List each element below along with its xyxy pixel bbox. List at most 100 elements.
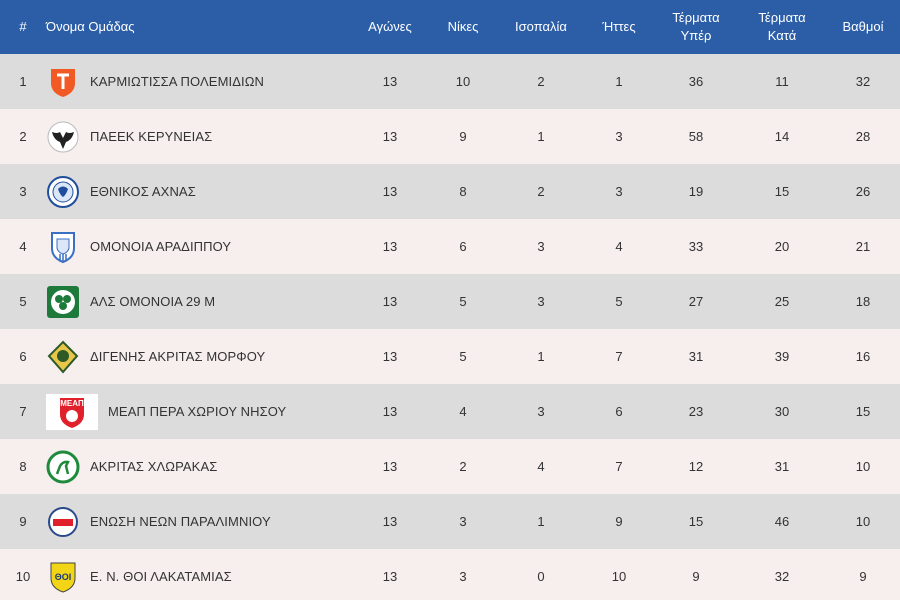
- team-name[interactable]: ΜΕΑΠ ΠΕΡΑ ΧΩΡΙΟΥ ΝΗΣΟΥ: [108, 404, 287, 419]
- row-losses: 1: [615, 74, 623, 89]
- table-row[interactable]: 4 ΟΜΟΝΟΙΑ ΑΡΑΔΙΠΠΟΥ 13 6 3 4 33 20 21: [0, 219, 900, 274]
- row-played: 13: [382, 404, 398, 419]
- table-row[interactable]: 2 ΠΑΕΕΚ ΚΕΡΥΝΕΙΑΣ 13 9 1 3 58 14 28: [0, 109, 900, 164]
- row-goals-for: 58: [688, 129, 704, 144]
- team-name[interactable]: ΕΝΩΣΗ ΝΕΩΝ ΠΑΡΑΛΙΜΝΙΟΥ: [90, 514, 271, 529]
- team-name[interactable]: Ε. Ν. ΘΟΙ ΛΑΚΑΤΑΜΙΑΣ: [90, 569, 232, 584]
- header-played: Αγώνες: [368, 19, 412, 34]
- header-goals-for-line2: Υπέρ: [680, 28, 712, 43]
- svg-text:ΜΕΑΠ: ΜΕΑΠ: [60, 399, 84, 408]
- row-position: 4: [19, 239, 27, 254]
- table-row[interactable]: 9 ΕΝΩΣΗ ΝΕΩΝ ΠΑΡΑΛΙΜΝΙΟΥ 13 3 1 9 15 46 …: [0, 494, 900, 549]
- row-played: 13: [382, 294, 398, 309]
- row-played: 13: [382, 349, 398, 364]
- svg-text:ΘΟΙ: ΘΟΙ: [55, 572, 72, 582]
- row-goals-against: 32: [774, 569, 790, 584]
- row-team[interactable]: ΚΑΡΜΙΩΤΙΣΣΑ ΠΟΛΕΜΙΔΙΩΝ: [46, 54, 346, 109]
- row-position: 6: [19, 349, 27, 364]
- row-team[interactable]: ΑΚΡΙΤΑΣ ΧΛΩΡΑΚΑΣ: [46, 439, 346, 494]
- table-row[interactable]: 10 ΘΟΙ Ε. Ν. ΘΟΙ ΛΑΚΑΤΑΜΙΑΣ 13 3 0 10 9 …: [0, 549, 900, 600]
- row-points: 10: [855, 514, 871, 529]
- team-name[interactable]: ΕΘΝΙΚΟΣ ΑΧΝΑΣ: [90, 184, 196, 199]
- row-played: 13: [382, 239, 398, 254]
- table-row[interactable]: 5 ΑΛΣ ΟΜΟΝΟΙΑ 29 Μ 13 5 3 5 27 25 18: [0, 274, 900, 329]
- table-row[interactable]: 3 ΕΘΝΙΚΟΣ ΑΧΝΑΣ 13 8 2 3 19 15 26: [0, 164, 900, 219]
- row-points: 16: [855, 349, 871, 364]
- row-team[interactable]: ΘΟΙ Ε. Ν. ΘΟΙ ΛΑΚΑΤΑΜΙΑΣ: [46, 549, 346, 600]
- row-losses: 7: [615, 459, 623, 474]
- row-draws: 2: [537, 74, 545, 89]
- header-position: #: [19, 19, 27, 34]
- row-losses: 6: [615, 404, 623, 419]
- team-name[interactable]: ΔΙΓΕΝΗΣ ΑΚΡΙΤΑΣ ΜΟΡΦΟΥ: [90, 349, 266, 364]
- row-wins: 4: [459, 404, 467, 419]
- team-name[interactable]: ΚΑΡΜΙΩΤΙΣΣΑ ΠΟΛΕΜΙΔΙΩΝ: [90, 74, 265, 89]
- row-losses: 5: [615, 294, 623, 309]
- row-goals-against: 46: [774, 514, 790, 529]
- row-goals-against: 30: [774, 404, 790, 419]
- team-name[interactable]: ΠΑΕΕΚ ΚΕΡΥΝΕΙΑΣ: [90, 129, 213, 144]
- row-team[interactable]: ΠΑΕΕΚ ΚΕΡΥΝΕΙΑΣ: [46, 109, 346, 164]
- team-name[interactable]: ΟΜΟΝΟΙΑ ΑΡΑΔΙΠΠΟΥ: [90, 239, 232, 254]
- table-row[interactable]: 6 ΔΙΓΕΝΗΣ ΑΚΡΙΤΑΣ ΜΟΡΦΟΥ 13 5 1 7 31 39 …: [0, 329, 900, 384]
- row-points: 28: [855, 129, 871, 144]
- row-team[interactable]: ΑΛΣ ΟΜΟΝΟΙΑ 29 Μ: [46, 274, 346, 329]
- row-wins: 9: [459, 129, 467, 144]
- row-played: 13: [382, 459, 398, 474]
- row-wins: 6: [459, 239, 467, 254]
- clover-crest-icon: [46, 285, 80, 319]
- header-points: Βαθμοί: [842, 19, 884, 34]
- row-played: 13: [382, 514, 398, 529]
- row-team[interactable]: ΟΜΟΝΟΙΑ ΑΡΑΔΙΠΠΟΥ: [46, 219, 346, 274]
- row-wins: 5: [459, 294, 467, 309]
- row-goals-against: 39: [774, 349, 790, 364]
- row-team[interactable]: ΜΕΑΠ ΜΕΑΠ ΠΕΡΑ ΧΩΡΙΟΥ ΝΗΣΟΥ: [46, 384, 346, 439]
- header-draws: Ισοπαλία: [515, 19, 567, 34]
- enp-crest-icon: [46, 505, 80, 539]
- header-losses: Ήττες: [602, 19, 636, 34]
- row-position: 9: [19, 514, 27, 529]
- team-name[interactable]: ΑΚΡΙΤΑΣ ΧΛΩΡΑΚΑΣ: [90, 459, 218, 474]
- row-played: 13: [382, 129, 398, 144]
- row-points: 10: [855, 459, 871, 474]
- row-draws: 1: [537, 349, 545, 364]
- row-goals-against: 31: [774, 459, 790, 474]
- row-goals-for: 23: [688, 404, 704, 419]
- row-draws: 3: [537, 294, 545, 309]
- row-goals-against: 11: [775, 74, 789, 89]
- thoi-crest-icon: ΘΟΙ: [46, 560, 80, 594]
- row-draws: 2: [537, 184, 545, 199]
- row-goals-for: 27: [688, 294, 704, 309]
- header-goals-against: Τέρματα Κατά: [738, 0, 826, 54]
- table-header: # Όνομα Ομάδας Αγώνες Νίκες Ισοπαλία Ήττ…: [0, 0, 900, 54]
- row-position: 8: [19, 459, 27, 474]
- table-row[interactable]: 1 ΚΑΡΜΙΩΤΙΣΣΑ ΠΟΛΕΜΙΔΙΩΝ 13 10 2 1 36 11…: [0, 54, 900, 109]
- row-goals-for: 9: [692, 569, 700, 584]
- header-goals-for-line1: Τέρματα: [672, 10, 720, 25]
- row-draws: 3: [537, 404, 545, 419]
- row-wins: 10: [455, 74, 471, 89]
- header-team-name: Όνομα Ομάδας: [46, 19, 135, 34]
- row-losses: 9: [615, 514, 623, 529]
- header-goals-for: Τέρματα Υπέρ: [655, 0, 737, 54]
- row-team[interactable]: ΕΘΝΙΚΟΣ ΑΧΝΑΣ: [46, 164, 346, 219]
- row-points: 9: [859, 569, 867, 584]
- row-goals-for: 19: [688, 184, 704, 199]
- row-played: 13: [382, 569, 398, 584]
- row-wins: 3: [459, 569, 467, 584]
- row-position: 1: [19, 74, 27, 89]
- row-wins: 3: [459, 514, 467, 529]
- ethnikos-crest-icon: [46, 175, 80, 209]
- row-team[interactable]: ΕΝΩΣΗ ΝΕΩΝ ΠΑΡΑΛΙΜΝΙΟΥ: [46, 494, 346, 549]
- row-draws: 0: [537, 569, 545, 584]
- table-row[interactable]: 8 ΑΚΡΙΤΑΣ ΧΛΩΡΑΚΑΣ 13 2 4 7 12 31 10: [0, 439, 900, 494]
- warrior-crest-icon: [46, 340, 80, 374]
- row-points: 15: [855, 404, 871, 419]
- team-name[interactable]: ΑΛΣ ΟΜΟΝΟΙΑ 29 Μ: [90, 294, 216, 309]
- row-goals-for: 15: [688, 514, 704, 529]
- row-goals-against: 25: [774, 294, 790, 309]
- row-losses: 3: [615, 129, 623, 144]
- table-row[interactable]: 7 ΜΕΑΠ ΜΕΑΠ ΠΕΡΑ ΧΩΡΙΟΥ ΝΗΣΟΥ 13 4 3 6 2…: [0, 384, 900, 439]
- table-body: 1 ΚΑΡΜΙΩΤΙΣΣΑ ΠΟΛΕΜΙΔΙΩΝ 13 10 2 1 36 11…: [0, 54, 900, 600]
- row-team[interactable]: ΔΙΓΕΝΗΣ ΑΚΡΙΤΑΣ ΜΟΡΦΟΥ: [46, 329, 346, 384]
